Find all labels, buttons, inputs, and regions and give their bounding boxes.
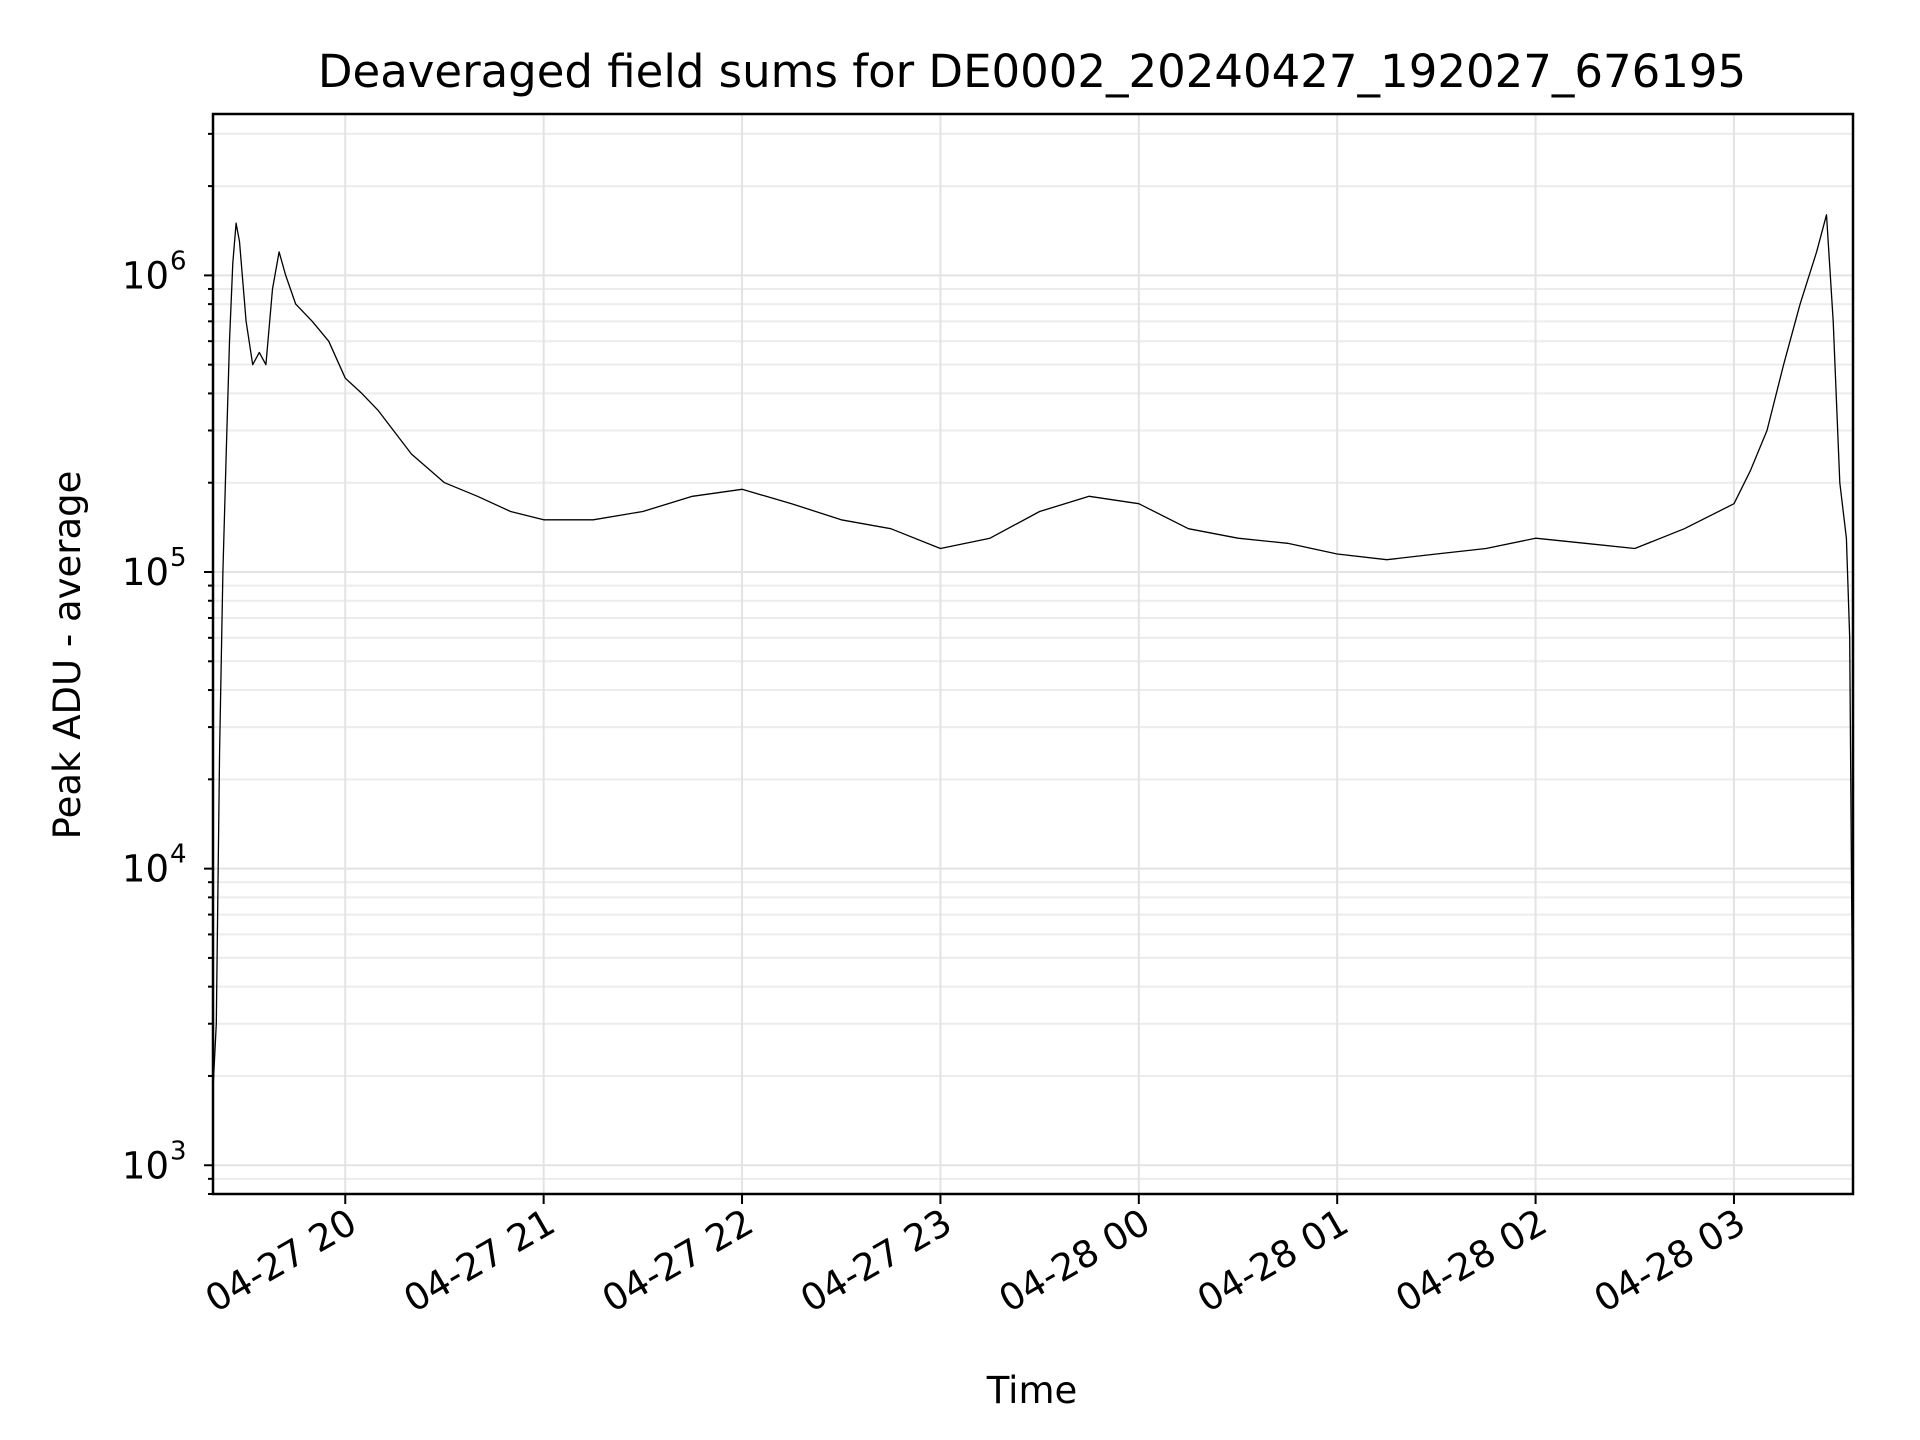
- y-tick-label: 10: [122, 551, 169, 594]
- y-tick-exponent: 6: [170, 246, 187, 276]
- y-tick-exponent: 3: [170, 1136, 187, 1166]
- chart-title: Deaveraged field sums for DE0002_2024042…: [318, 45, 1746, 98]
- y-tick-label: 10: [122, 848, 169, 891]
- y-axis-label: Peak ADU - average: [46, 471, 89, 840]
- y-tick-label: 10: [122, 254, 169, 297]
- y-tick-exponent: 4: [170, 840, 187, 870]
- plot-frame: [211, 112, 1855, 1196]
- grid: [213, 114, 1853, 1195]
- series-group: [212, 214, 1854, 1090]
- y-tick-label: 10: [122, 1144, 169, 1187]
- y-tick-exponent: 5: [170, 543, 187, 573]
- series-line: [212, 214, 1854, 1090]
- x-axis-label: Time: [986, 1369, 1078, 1412]
